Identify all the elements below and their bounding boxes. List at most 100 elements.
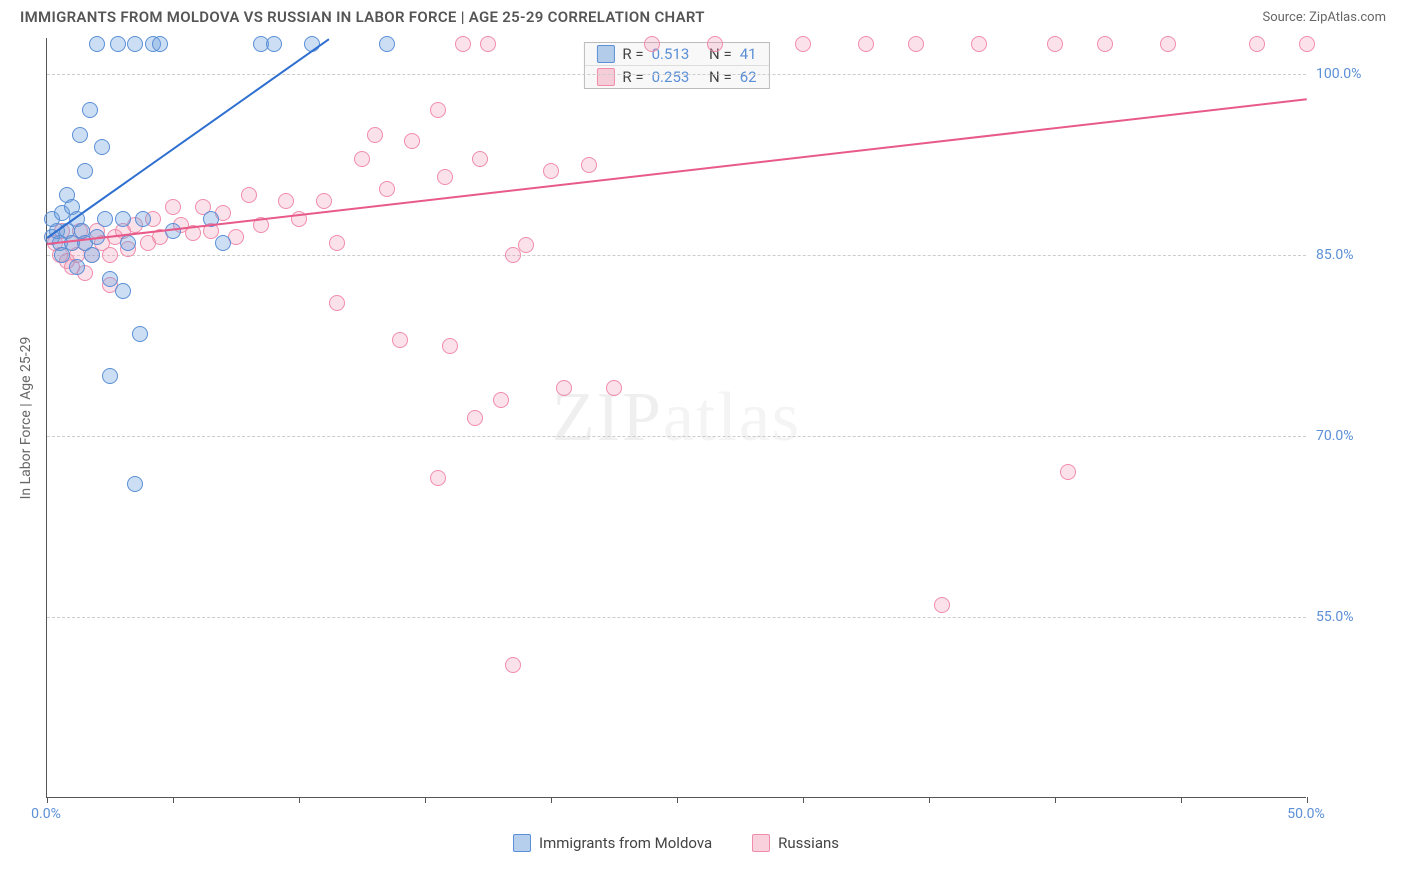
data-point-b [1249, 36, 1265, 52]
data-point-a [69, 259, 85, 275]
data-point-a [84, 247, 100, 263]
legend-item-moldova: Immigrants from Moldova [513, 834, 712, 852]
legend-swatch-moldova [513, 834, 531, 852]
data-point-a [127, 36, 143, 52]
data-point-b [707, 36, 723, 52]
xtick [1055, 797, 1056, 803]
legend-swatch-russians [752, 834, 770, 852]
r-label-b: R = [622, 68, 643, 86]
ytick-label: 85.0% [1316, 247, 1354, 263]
data-point-b [165, 199, 181, 215]
watermark: ZIPatlas [552, 378, 801, 458]
data-point-b [505, 657, 521, 673]
xtick [551, 797, 552, 803]
data-point-b [556, 380, 572, 396]
data-point-b [329, 235, 345, 251]
data-point-b [278, 193, 294, 209]
data-point-a [94, 139, 110, 155]
xtick [1181, 797, 1182, 803]
xtick [173, 797, 174, 803]
chart-title: IMMIGRANTS FROM MOLDOVA VS RUSSIAN IN LA… [20, 8, 705, 26]
xtick [677, 797, 678, 803]
data-point-b [795, 36, 811, 52]
source-label: Source: ZipAtlas.com [1262, 10, 1386, 25]
data-point-b [354, 151, 370, 167]
xtick [425, 797, 426, 803]
data-point-b [329, 295, 345, 311]
data-point-b [518, 237, 534, 253]
gridline-h [47, 436, 1306, 437]
data-point-a [379, 36, 395, 52]
data-point-b [430, 102, 446, 118]
data-point-b [102, 247, 118, 263]
plot-wrap: In Labor Force | Age 25-29 ZIPatlas R = … [46, 38, 1386, 828]
ytick-label: 100.0% [1316, 66, 1361, 82]
xtick [803, 797, 804, 803]
legend-item-russians: Russians [752, 834, 839, 852]
data-point-a [120, 235, 136, 251]
data-point-b [1047, 36, 1063, 52]
title-bar: IMMIGRANTS FROM MOLDOVA VS RUSSIAN IN LA… [0, 0, 1406, 30]
legend-label-russians: Russians [778, 834, 839, 852]
data-point-a [266, 36, 282, 52]
data-point-b [404, 133, 420, 149]
data-point-a [102, 368, 118, 384]
n-value-a: 41 [740, 45, 757, 63]
stats-row-b: R = 0.253 N = 62 [584, 65, 768, 88]
data-point-b [581, 157, 597, 173]
data-point-a [127, 476, 143, 492]
data-point-b [971, 36, 987, 52]
xtick [1307, 797, 1308, 803]
data-point-b [316, 193, 332, 209]
plot-area: ZIPatlas R = 0.513 N = 41 R = 0.253 N = … [46, 38, 1306, 798]
data-point-a [72, 127, 88, 143]
ytick-label: 70.0% [1316, 428, 1354, 444]
data-point-b [467, 410, 483, 426]
stats-row-a: R = 0.513 N = 41 [584, 43, 768, 65]
legend-label-moldova: Immigrants from Moldova [539, 834, 712, 852]
data-point-b [908, 36, 924, 52]
data-point-b [934, 597, 950, 613]
data-point-b [1299, 36, 1315, 52]
data-point-b [1060, 464, 1076, 480]
y-axis-label: In Labor Force | Age 25-29 [18, 337, 34, 500]
data-point-a [82, 102, 98, 118]
trend-line-b [47, 98, 1307, 245]
data-point-b [493, 392, 509, 408]
data-point-a [115, 211, 131, 227]
watermark-sub: atlas [663, 379, 801, 456]
gridline-h [47, 255, 1306, 256]
data-point-b [480, 36, 496, 52]
ytick-label: 55.0% [1316, 609, 1354, 625]
xtick-label: 50.0% [1287, 806, 1325, 822]
data-point-b [455, 36, 471, 52]
data-point-b [442, 338, 458, 354]
r-label-a: R = [622, 45, 643, 63]
data-point-b [543, 163, 559, 179]
data-point-a [89, 36, 105, 52]
data-point-b [1160, 36, 1176, 52]
data-point-a [115, 283, 131, 299]
xtick [299, 797, 300, 803]
data-point-b [606, 380, 622, 396]
stats-legend: R = 0.513 N = 41 R = 0.253 N = 62 [583, 42, 769, 89]
data-point-b [644, 36, 660, 52]
data-point-b [437, 169, 453, 185]
data-point-a [132, 326, 148, 342]
gridline-h [47, 74, 1306, 75]
data-point-b [392, 332, 408, 348]
data-point-a [97, 211, 113, 227]
data-point-b [1097, 36, 1113, 52]
xtick [929, 797, 930, 803]
r-value-b: 0.253 [652, 68, 690, 86]
data-point-a [152, 36, 168, 52]
gridline-h [47, 617, 1306, 618]
data-point-b [472, 151, 488, 167]
data-point-b [430, 470, 446, 486]
data-point-a [77, 163, 93, 179]
xtick-label: 0.0% [31, 806, 61, 822]
data-point-b [367, 127, 383, 143]
n-label-b: N = [709, 68, 732, 86]
swatch-russians [596, 68, 614, 86]
swatch-moldova [596, 45, 614, 63]
